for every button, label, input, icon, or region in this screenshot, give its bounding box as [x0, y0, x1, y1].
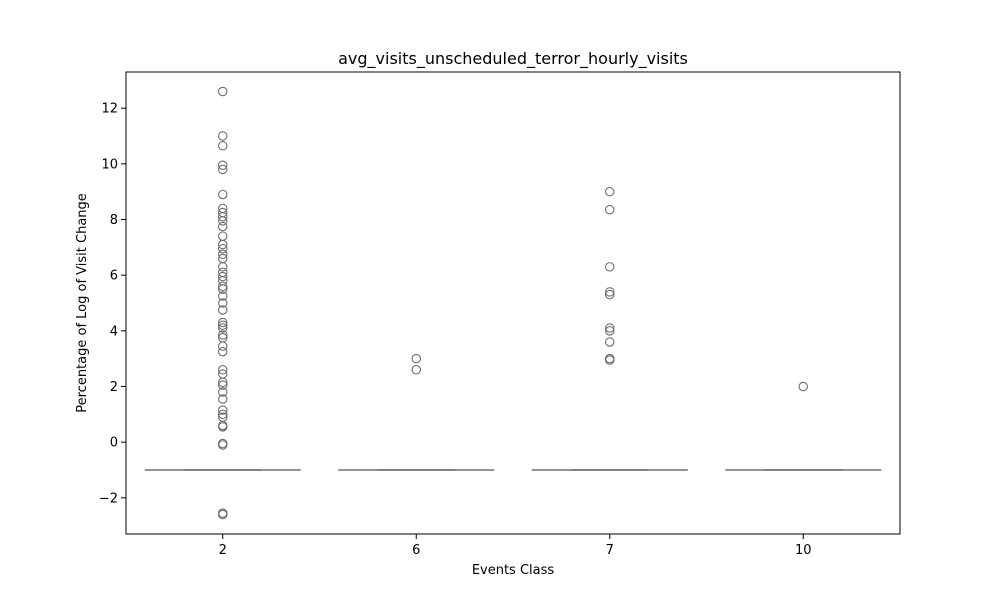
outlier-point [218, 440, 228, 450]
outlier-point [604, 205, 615, 215]
box-group-10 [725, 381, 882, 471]
outlier-point [604, 326, 615, 336]
outlier-point [604, 355, 615, 365]
plot-frame [125, 71, 901, 535]
y-tick-label: −2 [99, 491, 118, 506]
outlier-point [604, 262, 615, 272]
y-tick-label: 4 [110, 324, 118, 339]
outlier-point [218, 216, 228, 226]
y-tick-label: 10 [101, 157, 118, 172]
outlier-point [218, 141, 228, 151]
outlier-point [798, 381, 808, 392]
outlier-point [604, 323, 615, 333]
y-tick-label: 12 [101, 102, 118, 117]
outlier-point [218, 262, 228, 272]
y-axis-title: Percentage of Log of Visit Change [75, 193, 90, 413]
outlier-point [218, 243, 228, 254]
y-tick-label: 2 [110, 380, 118, 395]
box-group-2 [144, 86, 301, 520]
outlier-point [218, 387, 228, 397]
y-axis: −2 0 2 4 6 8 10 12 [99, 102, 126, 506]
outlier-point [218, 298, 228, 308]
outlier-point [218, 131, 228, 141]
outlier-point [218, 317, 228, 328]
y-tick-label: 8 [110, 213, 118, 228]
outlier-point [218, 323, 228, 333]
box-group-7 [531, 186, 688, 471]
x-axis-title: Events Class [472, 563, 555, 578]
outlier-point [604, 186, 615, 197]
x-tick-label: 6 [412, 543, 420, 558]
outlier-point [218, 409, 228, 420]
outlier-point [218, 365, 228, 375]
outlier-point [218, 86, 228, 97]
outlier-point [218, 330, 228, 340]
box-group-6 [338, 353, 495, 471]
outlier-point [218, 189, 228, 200]
outlier-point [604, 289, 615, 300]
outlier-point [218, 377, 228, 388]
x-tick-label: 7 [606, 543, 614, 558]
outlier-point [411, 353, 421, 364]
outlier-point [218, 320, 228, 331]
y-tick-label: 0 [110, 436, 118, 451]
outlier-point [218, 160, 228, 170]
outlier-point [218, 211, 228, 222]
outlier-point [218, 249, 228, 260]
outlier-point [218, 394, 228, 404]
outlier-point [218, 231, 228, 241]
x-tick-label: 2 [219, 543, 227, 558]
outlier-point [218, 271, 228, 282]
plot-area [144, 86, 882, 520]
outlier-point [218, 305, 228, 315]
outlier-point [218, 380, 228, 390]
chart-title: avg_visits_unscheduled_terror_hourly_vis… [338, 49, 688, 69]
outlier-point [411, 365, 421, 375]
outlier-point [218, 221, 228, 232]
outlier-point [218, 509, 228, 520]
x-axis: 2 6 7 10 [219, 534, 812, 558]
outlier-point [218, 281, 228, 292]
outlier-point [218, 346, 228, 357]
outlier-point [218, 239, 228, 250]
outlier-point [604, 287, 615, 297]
outlier-point [218, 341, 228, 351]
outlier-point [218, 405, 228, 415]
y-tick-label: 6 [110, 269, 118, 284]
outlier-point [218, 284, 228, 294]
outlier-point [218, 422, 228, 432]
x-tick-label: 10 [795, 543, 812, 558]
outlier-point [218, 291, 228, 301]
outlier-point [604, 337, 615, 347]
outlier-point [218, 164, 228, 175]
